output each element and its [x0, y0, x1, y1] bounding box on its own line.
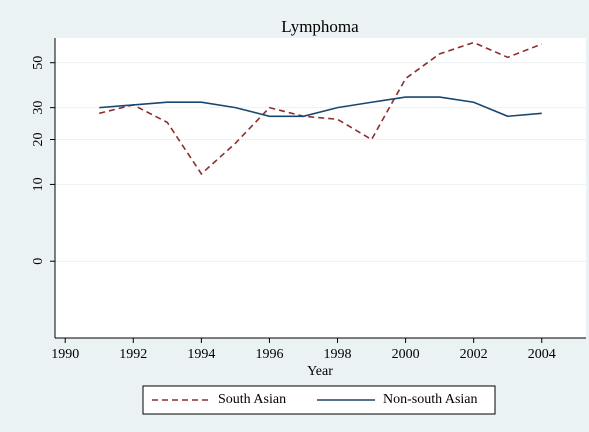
legend-label: Non-south Asian — [383, 392, 478, 407]
series-line — [99, 96, 542, 118]
x-tick-label: 1994 — [187, 347, 215, 362]
y-tick-label: 20 — [31, 133, 46, 147]
legend-label: South Asian — [218, 392, 286, 407]
y-tick-label: 0 — [31, 258, 46, 265]
y-tick-label: 50 — [31, 56, 46, 70]
x-axis-label: Year — [307, 364, 333, 379]
plot-area — [55, 38, 586, 338]
x-tick-label: 2000 — [392, 347, 420, 362]
x-tick-label: 1990 — [51, 347, 79, 362]
x-tick-label: 1998 — [324, 347, 352, 362]
y-tick-label: 10 — [31, 177, 46, 191]
series-line — [99, 41, 543, 176]
x-tick-label: 2004 — [528, 347, 556, 362]
x-tick-label: 1996 — [255, 347, 283, 362]
x-tick-label: 1992 — [119, 347, 147, 362]
chart-title: Lymphoma — [281, 17, 359, 36]
y-tick-label: 30 — [31, 101, 46, 115]
x-tick-label: 2002 — [460, 347, 488, 362]
